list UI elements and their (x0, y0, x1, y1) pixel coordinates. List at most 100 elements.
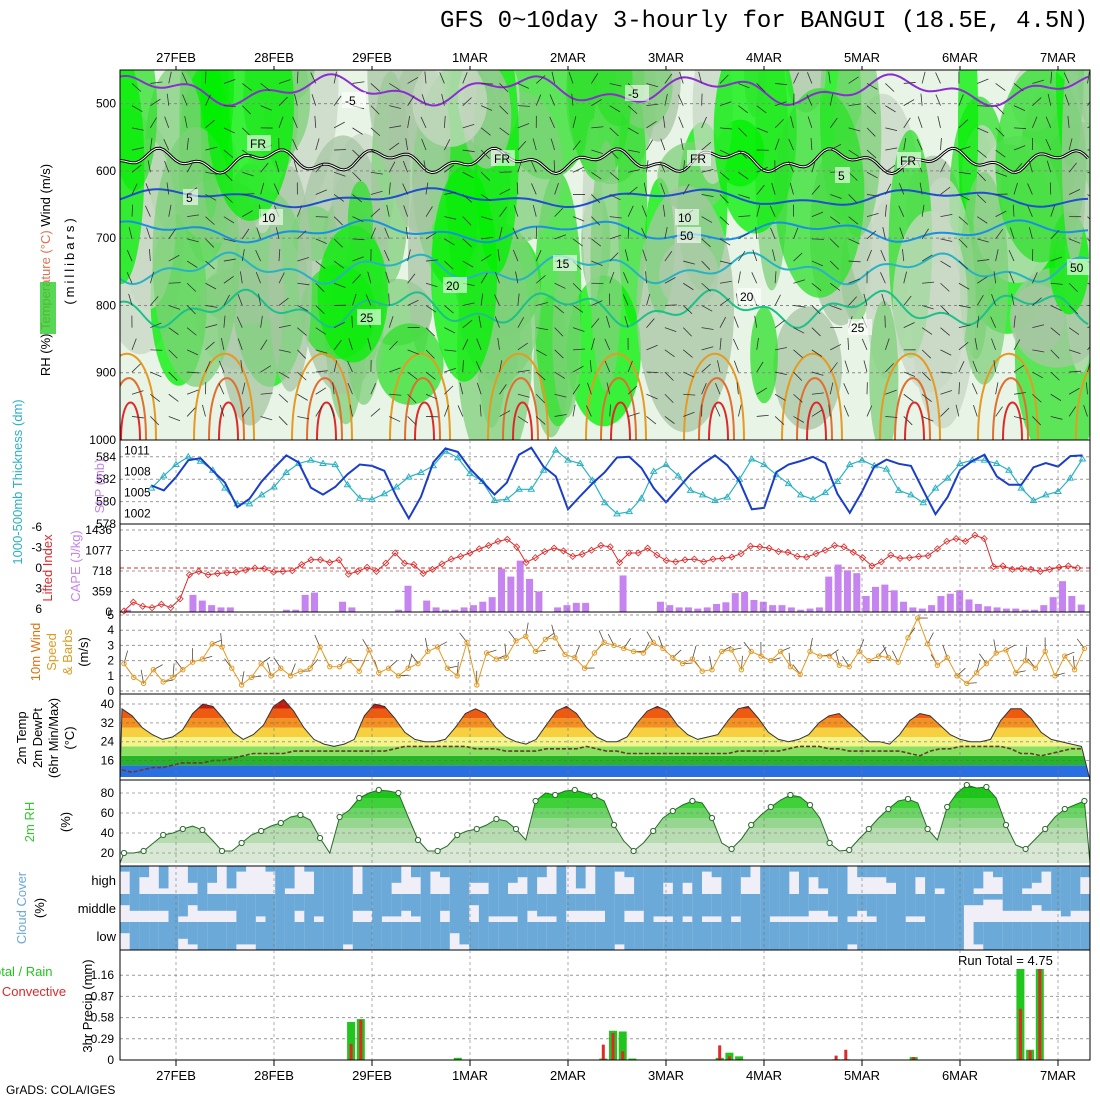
cloud-bar-high (139, 866, 150, 878)
wind-barb (480, 171, 491, 181)
thickness-marker (809, 495, 817, 502)
wind-barb (385, 271, 390, 284)
cloud-bar-high (226, 866, 237, 889)
wind-barb (958, 238, 968, 248)
wind-barb (830, 344, 842, 351)
wind-barb (903, 295, 912, 306)
wind-barb (830, 282, 841, 291)
wind-barb (719, 280, 732, 284)
wind-barb (756, 387, 768, 395)
thickness-marker (466, 469, 474, 477)
cloud-bar-high (333, 866, 344, 894)
contour-label-bg (247, 135, 271, 151)
cloud-bar-high (896, 866, 906, 894)
cloud-bar-low (740, 922, 751, 950)
cloud-bar-low (197, 922, 208, 950)
rh-marker (885, 805, 892, 813)
wind-barb (260, 392, 273, 395)
temp-contour-minus5 (120, 73, 1089, 108)
wind-barb (407, 299, 419, 306)
date-label-top: 6MAR (942, 50, 978, 65)
wind-tick-label: 2 (107, 654, 114, 668)
cape-bar (759, 601, 767, 612)
wind-barb (315, 162, 324, 173)
wind-barb (242, 193, 255, 195)
wind-speed-marker (934, 662, 941, 668)
wind-speed-marker (287, 673, 294, 679)
date-label-bottom: 29FEB (352, 1068, 392, 1083)
cloud-bar-low (381, 922, 392, 950)
wind-barb (278, 393, 289, 403)
wind-barb (591, 238, 602, 247)
cloud-bar-high (430, 866, 441, 872)
cape-bar (834, 564, 842, 612)
li-marker (943, 537, 951, 545)
wind-barb (793, 393, 803, 403)
rh-band (120, 808, 1090, 818)
wind-barb (1032, 272, 1038, 284)
cloud-bar-middle (284, 894, 295, 922)
wind-barb (443, 115, 446, 128)
wind-barb (591, 300, 603, 306)
wind-barb (1087, 101, 1090, 106)
wind-barb (1008, 249, 1015, 262)
li-marker (307, 556, 315, 564)
thickness-marker (698, 490, 707, 498)
li-tick-label: -3 (31, 541, 42, 555)
cloud-bar-middle (391, 894, 402, 917)
cloud-bar-high (362, 866, 373, 894)
wind-barb (682, 327, 692, 337)
wind-barb (572, 305, 584, 313)
rh-marker (748, 821, 755, 829)
thickness-marker (515, 485, 523, 492)
wind-barb (591, 318, 600, 328)
wind-barb (315, 349, 328, 354)
wind-barb (790, 116, 794, 128)
li-marker (644, 544, 652, 552)
cloud-bar-middle (537, 894, 547, 917)
wind-barb (1013, 416, 1026, 420)
wind-barb (977, 216, 988, 224)
wind-barb (150, 296, 159, 306)
cloud-bar-low (168, 922, 179, 950)
cloud-bar-middle (828, 894, 838, 917)
li-marker (185, 571, 194, 579)
wind-barb (205, 341, 215, 351)
thickness-marker (551, 446, 560, 453)
wind-barb (863, 360, 868, 373)
wind-barb (606, 382, 611, 395)
wind-tick-label: 3 (107, 638, 114, 652)
temp-contour-30 (600, 377, 637, 440)
wind-barb (223, 275, 234, 284)
wind-ylabel-part: 10m Wind (28, 623, 43, 682)
wind-barb (591, 216, 601, 226)
contour-label: 25 (360, 311, 374, 325)
wind-barb (278, 371, 290, 379)
wind-barb (572, 282, 582, 292)
contour-label: -5 (628, 87, 639, 101)
wind-barb (683, 282, 694, 291)
wind-barb (921, 371, 931, 381)
wind-tick-label: 4 (107, 623, 114, 637)
wind-speed-marker (640, 650, 647, 656)
wind-speed-marker (807, 648, 813, 655)
li-tick-label: -6 (31, 520, 42, 534)
wind-barb (370, 105, 380, 115)
li-marker (1064, 562, 1072, 570)
cloud-bar-high (663, 866, 673, 883)
wind-barb (1068, 349, 1081, 354)
wind-barb (586, 405, 592, 417)
thickness-marker (686, 486, 695, 493)
thickness-marker (576, 459, 585, 467)
wind-barb (903, 322, 915, 329)
temp-tick-label: 16 (101, 754, 115, 768)
wind-barb (439, 72, 445, 84)
temp-contour-25 (683, 352, 745, 440)
wind-barb (420, 116, 427, 129)
wind-speed-marker (542, 636, 549, 643)
wind-barb (370, 227, 376, 240)
wind-barb (275, 227, 280, 239)
cloud-bar-high (799, 866, 809, 894)
wind-barb (554, 234, 567, 240)
wind-barb (444, 327, 456, 334)
